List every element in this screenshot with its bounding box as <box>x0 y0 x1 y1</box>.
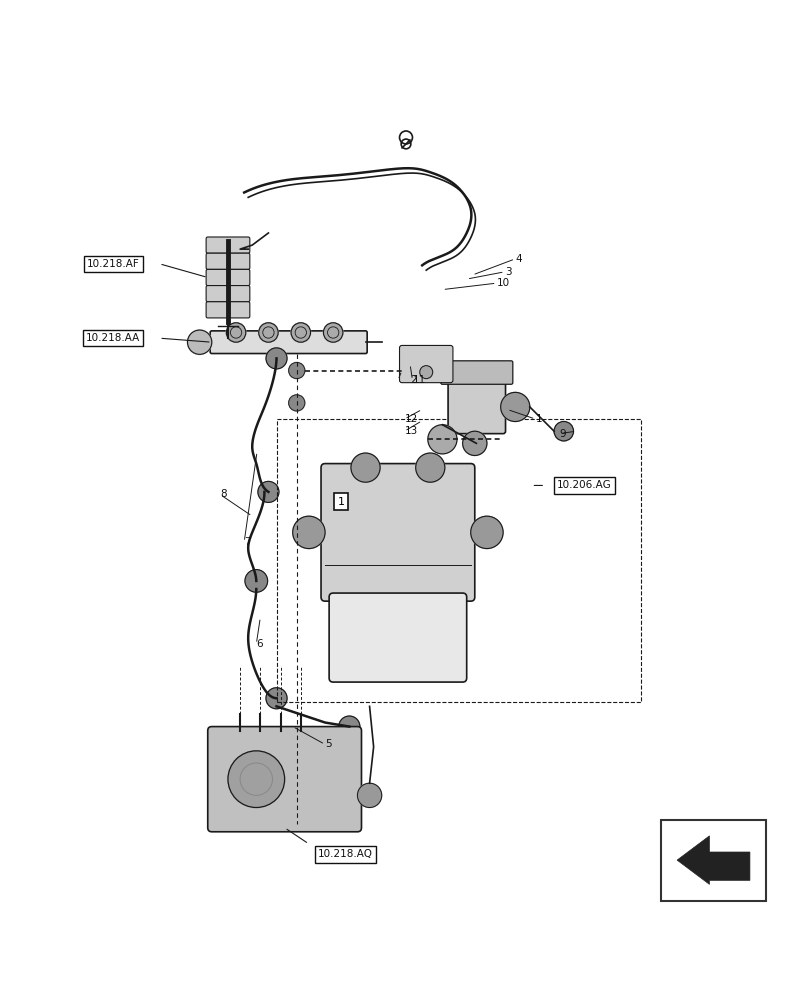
Text: 1: 1 <box>534 414 542 424</box>
FancyBboxPatch shape <box>440 361 513 384</box>
Circle shape <box>415 453 444 482</box>
Circle shape <box>470 516 503 549</box>
FancyBboxPatch shape <box>448 372 505 434</box>
FancyBboxPatch shape <box>206 237 250 253</box>
FancyBboxPatch shape <box>660 820 765 901</box>
Text: 11: 11 <box>412 375 425 385</box>
Text: 6: 6 <box>256 639 263 649</box>
Text: 12: 12 <box>404 414 417 424</box>
Circle shape <box>288 362 304 379</box>
FancyBboxPatch shape <box>208 727 361 832</box>
Text: 10.218.AF: 10.218.AF <box>87 259 139 269</box>
FancyBboxPatch shape <box>206 269 250 286</box>
Circle shape <box>187 330 212 354</box>
Circle shape <box>228 751 285 808</box>
Polygon shape <box>676 836 749 884</box>
FancyBboxPatch shape <box>399 345 453 383</box>
Text: 2: 2 <box>410 375 416 385</box>
Circle shape <box>338 716 359 737</box>
Circle shape <box>462 431 487 455</box>
Circle shape <box>419 366 432 379</box>
FancyBboxPatch shape <box>206 286 250 302</box>
Circle shape <box>290 323 310 342</box>
Text: 3: 3 <box>504 267 511 277</box>
Text: 10.218.AQ: 10.218.AQ <box>317 849 372 859</box>
Text: 10: 10 <box>496 278 509 288</box>
Circle shape <box>226 323 246 342</box>
FancyBboxPatch shape <box>328 593 466 682</box>
Text: 4: 4 <box>515 254 521 264</box>
Text: 9: 9 <box>559 429 566 439</box>
Text: 7: 7 <box>244 537 251 547</box>
Text: 10.218.AA: 10.218.AA <box>86 333 140 343</box>
Circle shape <box>288 395 304 411</box>
FancyBboxPatch shape <box>210 331 367 354</box>
FancyBboxPatch shape <box>320 464 474 601</box>
Circle shape <box>266 348 287 369</box>
Circle shape <box>427 425 457 454</box>
Text: 5: 5 <box>324 739 332 749</box>
Text: 10.206.AG: 10.206.AG <box>556 480 611 490</box>
Circle shape <box>258 481 279 502</box>
Circle shape <box>323 323 342 342</box>
Circle shape <box>266 688 287 709</box>
Circle shape <box>245 570 268 592</box>
Circle shape <box>500 392 529 422</box>
Text: 8: 8 <box>220 489 226 499</box>
Circle shape <box>357 783 381 808</box>
Circle shape <box>292 516 324 549</box>
Circle shape <box>553 422 573 441</box>
FancyBboxPatch shape <box>206 302 250 318</box>
Circle shape <box>259 323 278 342</box>
Circle shape <box>350 453 380 482</box>
Text: 1: 1 <box>337 497 345 507</box>
FancyBboxPatch shape <box>206 253 250 269</box>
Text: 13: 13 <box>404 426 417 436</box>
